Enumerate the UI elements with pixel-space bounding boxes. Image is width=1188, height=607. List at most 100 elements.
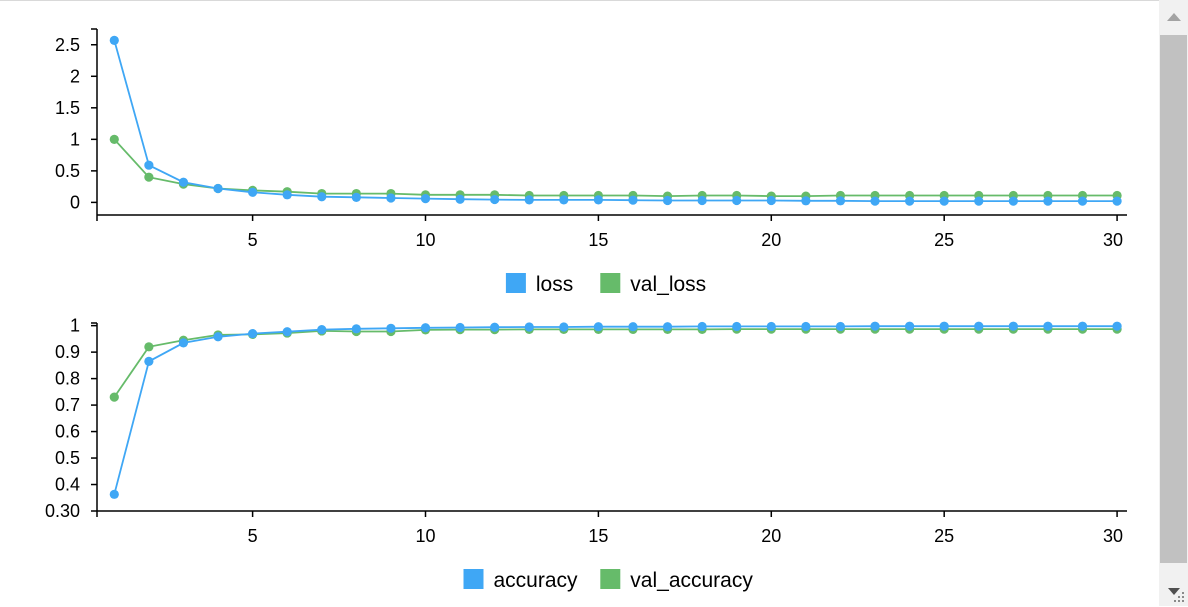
- data-point-loss-10: [420, 194, 431, 204]
- y-tick-label-1-2: 0.5: [55, 448, 80, 468]
- legend-swatch-loss: [505, 273, 526, 293]
- data-point-accuracy-28: [1043, 321, 1053, 331]
- data-point-accuracy-9: [386, 323, 396, 333]
- x-tick-label-1-1: 10: [415, 526, 435, 546]
- scroll-down-arrow-icon[interactable]: [1159, 576, 1188, 606]
- data-point-val_accuracy-1: [109, 392, 119, 402]
- data-point-accuracy-27: [1008, 321, 1018, 331]
- data-point-accuracy-6: [282, 327, 292, 337]
- scroll-up-arrow-icon[interactable]: [1159, 0, 1188, 34]
- data-point-accuracy-5: [248, 328, 258, 339]
- data-point-accuracy-15: [593, 322, 603, 332]
- data-point-loss-30: [1112, 196, 1122, 206]
- data-point-loss-8: [351, 192, 361, 202]
- data-point-accuracy-4: [213, 332, 223, 342]
- data-point-accuracy-16: [628, 322, 638, 332]
- data-point-loss-16: [628, 195, 638, 205]
- y-tick-label-1-0: 0.30: [45, 501, 80, 521]
- x-tick-label-1-4: 25: [934, 526, 954, 546]
- data-point-loss-12: [490, 194, 500, 205]
- x-tick-label-1-5: 30: [1103, 526, 1123, 546]
- scrollbar-thumb[interactable]: [1160, 35, 1187, 563]
- data-point-loss-11: [455, 194, 465, 204]
- data-point-loss-4: [213, 183, 223, 194]
- x-tick-label-0-4: 25: [934, 230, 954, 250]
- data-point-accuracy-20: [766, 321, 776, 332]
- data-point-loss-15: [593, 195, 603, 205]
- legend-swatch-val_accuracy: [600, 569, 621, 589]
- legend-swatch-val_loss: [600, 273, 621, 293]
- data-point-accuracy-14: [559, 322, 569, 332]
- data-point-accuracy-1: [109, 489, 119, 499]
- x-tick-label-0-2: 15: [588, 230, 608, 250]
- y-tick-label-0-0: 0: [70, 192, 80, 212]
- y-tick-label-1-7: 1: [70, 316, 80, 336]
- y-tick-label-0-5: 2.5: [55, 35, 80, 55]
- data-point-loss-14: [559, 195, 569, 205]
- data-point-loss-7: [317, 192, 327, 202]
- y-tick-label-1-6: 0.9: [55, 342, 80, 362]
- data-point-val_loss-1: [109, 134, 119, 144]
- data-point-accuracy-17: [662, 322, 673, 332]
- y-tick-label-1-3: 0.6: [55, 422, 80, 442]
- data-point-val_loss-2: [144, 172, 154, 182]
- data-point-loss-19: [732, 195, 742, 206]
- legend-label-loss: loss: [536, 273, 573, 296]
- data-point-loss-6: [282, 190, 292, 200]
- data-point-accuracy-8: [351, 324, 361, 334]
- data-point-accuracy-30: [1112, 321, 1122, 331]
- data-point-loss-28: [1043, 196, 1053, 206]
- x-tick-label-0-1: 10: [415, 230, 435, 250]
- data-point-accuracy-24: [905, 321, 915, 331]
- x-tick-label-1-3: 20: [761, 526, 781, 546]
- y-tick-label-0-2: 1: [70, 129, 80, 149]
- data-point-loss-17: [662, 195, 673, 206]
- legend-label-val_loss: val_loss: [630, 273, 706, 296]
- legend-label-val_accuracy: val_accuracy: [630, 569, 753, 592]
- data-point-accuracy-11: [455, 322, 465, 333]
- x-tick-label-1-0: 5: [248, 526, 258, 546]
- data-point-loss-26: [974, 196, 984, 206]
- y-tick-label-0-3: 1.5: [55, 98, 80, 118]
- y-tick-label-1-5: 0.8: [55, 369, 80, 389]
- data-point-val_accuracy-2: [144, 342, 154, 352]
- data-point-loss-23: [870, 196, 880, 206]
- data-point-loss-29: [1077, 196, 1088, 206]
- data-point-loss-20: [766, 195, 776, 206]
- data-point-accuracy-26: [974, 321, 984, 331]
- data-point-accuracy-3: [178, 338, 189, 348]
- data-point-loss-9: [386, 193, 396, 203]
- series-line-accuracy: [113, 325, 1118, 495]
- y-tick-label-1-4: 0.7: [55, 395, 80, 415]
- resize-grip-icon[interactable]: [1172, 592, 1186, 604]
- data-point-loss-3: [178, 177, 189, 187]
- x-tick-label-0-0: 5: [248, 230, 258, 250]
- y-tick-label-0-4: 2: [70, 66, 80, 86]
- data-point-loss-13: [524, 195, 534, 205]
- data-point-loss-5: [248, 187, 258, 197]
- data-point-loss-18: [697, 195, 707, 206]
- legend-swatch-accuracy: [463, 569, 484, 589]
- data-point-loss-1: [109, 35, 119, 45]
- data-point-accuracy-7: [317, 325, 327, 335]
- vertical-scrollbar[interactable]: [1159, 0, 1188, 606]
- y-tick-label-0-1: 0.5: [55, 161, 80, 181]
- data-point-accuracy-25: [939, 321, 949, 331]
- data-point-accuracy-23: [870, 321, 880, 331]
- series-line-loss: [113, 40, 1118, 203]
- data-point-accuracy-22: [835, 321, 846, 332]
- data-point-accuracy-29: [1077, 321, 1088, 331]
- series-line-val_accuracy: [113, 328, 1118, 398]
- legend-label-accuracy: accuracy: [494, 569, 579, 592]
- data-point-loss-27: [1008, 196, 1018, 206]
- data-point-loss-2: [144, 160, 154, 170]
- data-point-accuracy-21: [801, 321, 811, 332]
- data-point-accuracy-13: [524, 322, 534, 332]
- data-point-accuracy-18: [697, 321, 707, 332]
- series-line-val_loss: [113, 138, 1118, 198]
- data-point-loss-24: [905, 196, 915, 206]
- data-point-accuracy-10: [420, 323, 431, 333]
- data-point-loss-25: [939, 196, 949, 206]
